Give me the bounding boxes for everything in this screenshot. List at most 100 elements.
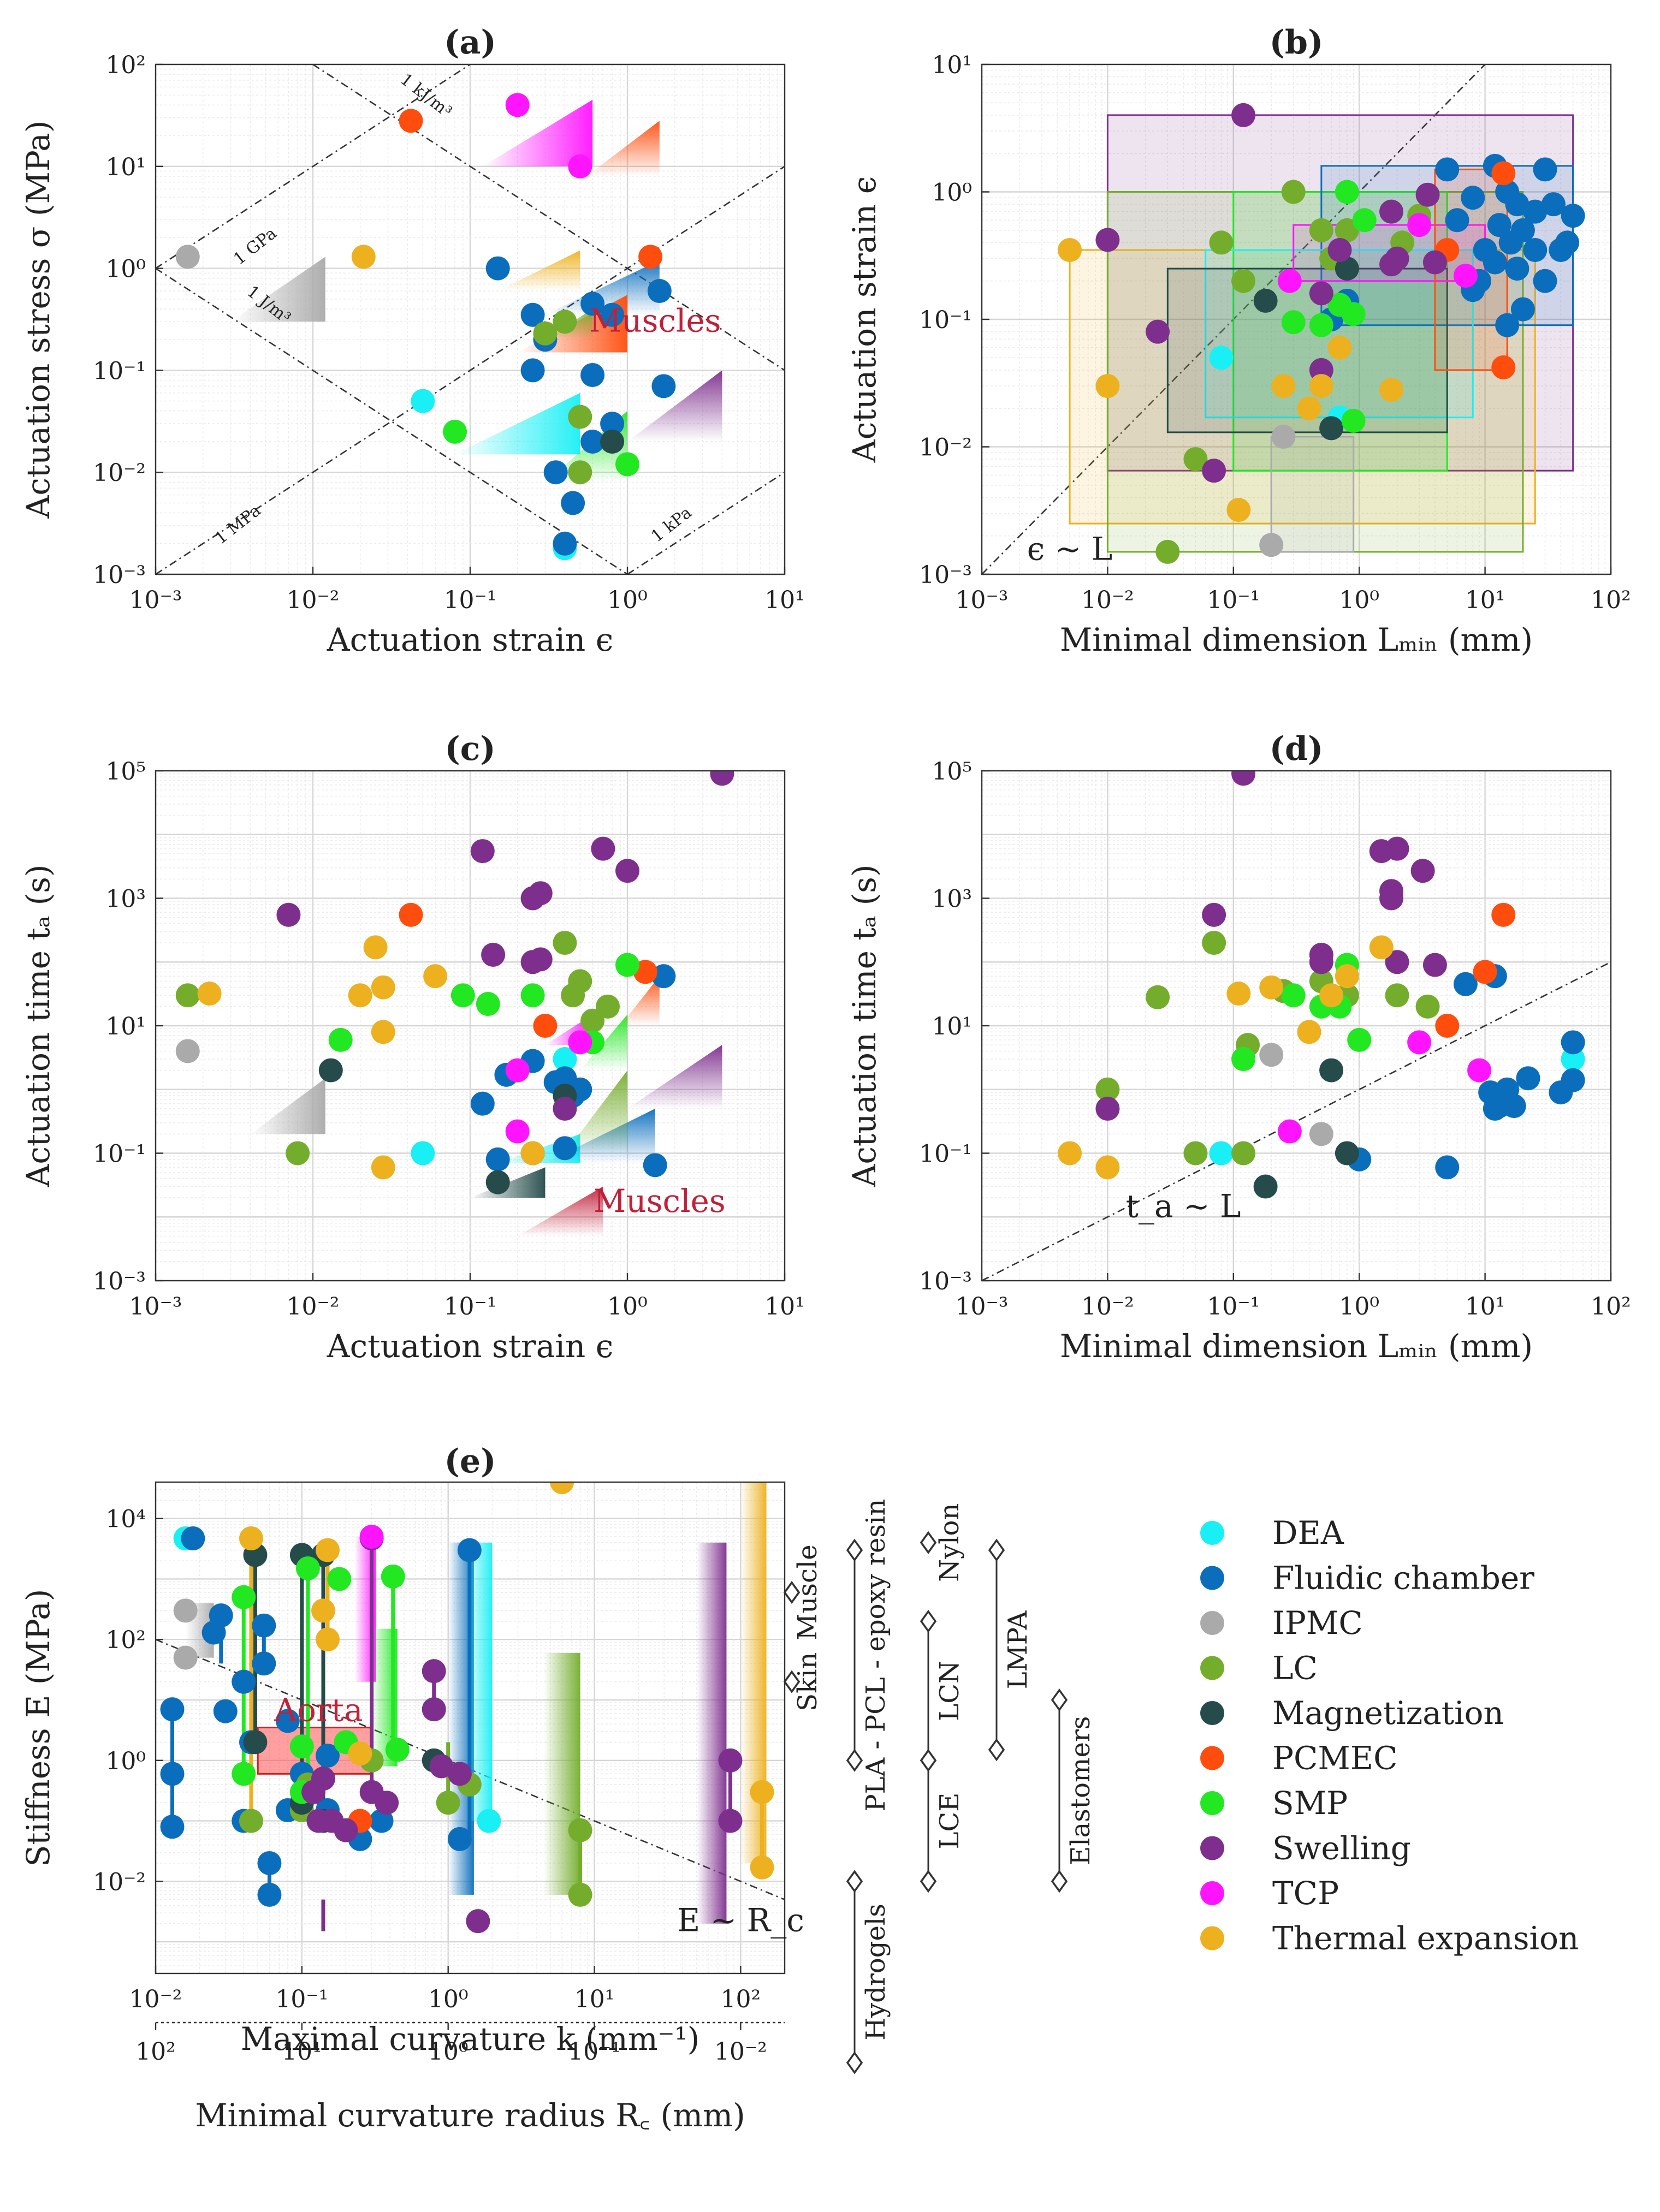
x2-tick-label: 10² [135,2038,176,2066]
data-point [436,1791,460,1815]
data-point [1445,208,1469,233]
data-point [1505,192,1529,217]
grid [155,770,786,1282]
series-ipmc [1259,425,1296,557]
axes-frame [155,1481,786,1975]
x-tick-label: 10⁻² [287,1293,340,1321]
series-pcmec [1435,902,1516,1038]
class-label: LCE [934,1793,965,1850]
data-point [1379,252,1404,277]
data-point [505,1058,530,1083]
legend-item: TCP [1200,1875,1339,1912]
data-point [160,1762,185,1786]
class-range-marker [1051,1870,1068,1893]
legend-label: SMP [1272,1785,1348,1822]
x-tick-label: 10⁻³ [129,586,182,614]
data-point [411,1141,435,1166]
series-thermal-expansion [1058,935,1394,1180]
range-wedge-pcmec [586,121,660,176]
annotation-muscles: Muscles [594,1182,726,1220]
guide-label-ta-L: t_a ∼ L [1126,1187,1241,1224]
y-tick-label: 10¹ [105,153,146,181]
stiffness-range-bar [696,1542,727,1924]
y-tick-label: 10⁻¹ [919,1140,972,1168]
data-point [553,531,577,556]
data-point [1253,1174,1278,1199]
class-label: PLA - PCL - epoxy resin [861,1499,891,1812]
y-axis-label: Actuation time tₐ (s) [20,865,57,1188]
data-point [232,1762,256,1786]
marks [1058,103,1585,564]
data-point [580,1008,605,1033]
data-point [1491,161,1516,186]
data-point [568,460,592,485]
panel-label: (a) [444,23,496,62]
x-tick-label: 10¹ [1465,586,1505,614]
legend-item: Swelling [1200,1830,1411,1867]
material-class-lcn: LCN [920,1609,965,1772]
material-class-skin: Skin [783,1652,823,1711]
data-point [1226,982,1251,1006]
range-box-thermal [1069,249,1536,525]
data-point [505,93,530,117]
series-magnetization [600,429,625,454]
data-point [520,1141,545,1166]
class-label: Elastomers [1065,1716,1096,1865]
y-tick-label: 10⁴ [105,1506,146,1533]
class-range-marker [920,1870,937,1893]
series-tcp [505,93,592,179]
y-tick-label: 10⁻² [919,434,972,462]
data-point [1410,859,1435,883]
y-tick-label: 10⁻¹ [93,1140,146,1168]
data-point [505,1119,530,1144]
material-class-nylon: Nylon [920,1503,965,1582]
data-point [533,1014,558,1038]
data-point [600,302,625,327]
data-point [239,1526,263,1551]
data-point [1369,935,1394,960]
data-point [1561,204,1585,228]
guide-1gpa [156,64,471,269]
data-point [375,1791,399,1815]
data-point [447,1762,472,1786]
data-point [561,983,585,1008]
data-point [1385,836,1409,861]
data-point [1231,269,1256,293]
legend-item: LC [1200,1650,1318,1687]
data-point [1309,281,1333,306]
data-point [1309,1122,1333,1146]
class-range-marker [783,1581,801,1604]
data-point [1335,964,1359,989]
data-point [561,491,585,515]
data-point [385,1738,410,1762]
series-fluidic-chamber [1319,153,1585,337]
data-point [1435,1155,1460,1180]
x2-tick-label: 10⁻² [714,2038,767,2066]
data-point [1341,408,1366,433]
data-point [477,1809,501,1833]
y-tick-label: 10⁻² [93,459,146,487]
x-tick-label: 10¹ [764,586,805,614]
data-point [160,1815,185,1839]
data-point [328,1027,353,1052]
data-point [1095,1155,1120,1180]
material-class-lmpa: LMPA [988,1538,1033,1762]
data-point [481,942,506,967]
x-tick-label: 10² [1591,1293,1631,1321]
series-thermal-expansion [351,245,376,269]
series-lc [1095,931,1440,1166]
data-point [1209,346,1234,370]
data-point [638,245,663,269]
data-point [1549,237,1573,262]
data-point [252,1613,276,1638]
data-point [175,983,200,1008]
y-axis-label: Stiffness E (MPa) [20,1589,57,1867]
material-class-hydrogels: Hydrogels [846,1870,891,2074]
data-point [1231,103,1256,127]
data-point [1146,319,1170,344]
class-range-marker [1051,1688,1068,1711]
y-axis-label: Actuation time tₐ (s) [846,865,883,1188]
data-point [1407,1030,1432,1055]
series-ipmc [1259,1043,1333,1146]
series-ipmc [173,1598,198,1670]
